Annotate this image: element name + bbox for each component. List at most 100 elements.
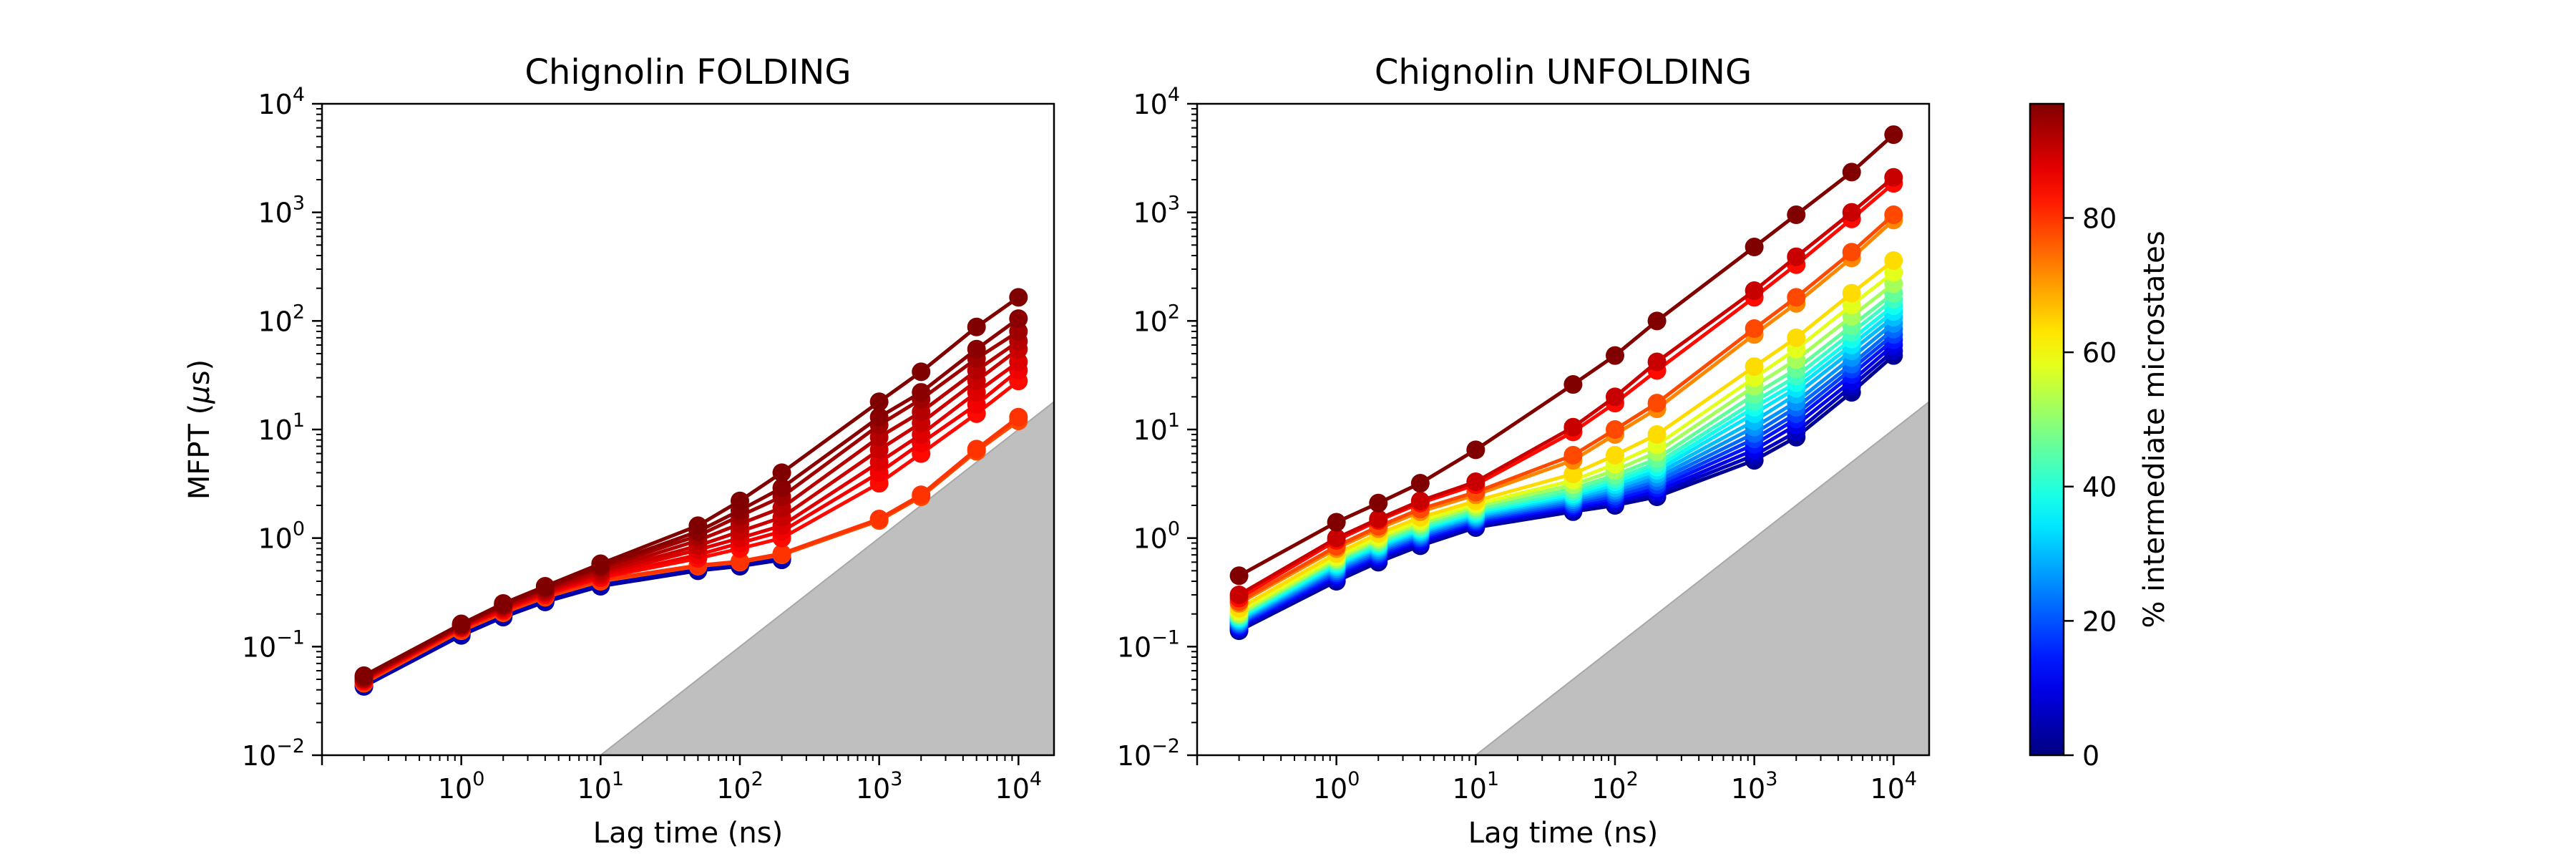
y-tick-label: 104: [258, 84, 305, 120]
data-point: [535, 576, 555, 596]
colorbar-label: % intermediate microstates: [2138, 230, 2171, 628]
series-group: [354, 288, 1028, 696]
data-point: [730, 491, 749, 510]
y-tick-label: 100: [258, 518, 305, 555]
y-tick-label: 103: [1133, 193, 1180, 229]
data-point: [1884, 205, 1903, 225]
colorbar-tick-label: 20: [2082, 606, 2117, 637]
x-tick-label: 102: [716, 768, 763, 805]
x-tick-label: 101: [577, 768, 625, 805]
y-tick-label: 10−1: [242, 626, 305, 663]
y-axis-label: MFPT (μs): [183, 359, 216, 500]
colorbar: 0 20 40 60 80 % intermediate microstates: [2029, 102, 2171, 772]
data-point: [1327, 528, 1346, 548]
data-point: [1605, 346, 1624, 365]
data-point: [1884, 251, 1903, 270]
data-point: [869, 392, 889, 412]
x-axis-label: Lag time (ns): [593, 817, 783, 850]
data-point: [1647, 352, 1667, 372]
x-tick-label: 103: [1731, 768, 1778, 805]
data-point: [772, 463, 791, 482]
colorbar-tick-label: 60: [2082, 337, 2117, 369]
panel-title: Chignolin UNFOLDING: [1375, 52, 1752, 92]
y-tick-label: 101: [258, 409, 305, 446]
data-point: [1605, 387, 1624, 407]
data-point: [1884, 125, 1903, 145]
x-tick-label: 104: [1870, 768, 1918, 805]
data-point: [1009, 352, 1028, 372]
data-point: [1745, 238, 1764, 257]
data-point: [1647, 394, 1667, 413]
x-tick-label: 100: [1313, 768, 1360, 805]
data-point: [1605, 445, 1624, 465]
data-point: [452, 614, 471, 634]
data-point: [869, 407, 889, 427]
data-point: [912, 362, 931, 382]
x-tick-label: 103: [856, 768, 903, 805]
data-point: [1563, 375, 1583, 394]
panel-unfolding: 100 101 102 103 104 10−2 10−1 100 101 102 103 104 Ch…: [1117, 52, 1931, 850]
data-point: [1009, 322, 1028, 341]
data-point: [912, 383, 931, 402]
data-point: [1369, 493, 1388, 513]
x-axis-label: Lag time (ns): [1468, 817, 1658, 850]
data-point: [967, 317, 986, 336]
data-point: [912, 402, 931, 422]
y-tick-label: 10−2: [1117, 735, 1180, 772]
y-tick-label: 102: [258, 301, 305, 337]
data-point: [1787, 205, 1806, 225]
data-point: [1745, 319, 1764, 339]
colorbar-tick-label: 80: [2082, 203, 2117, 234]
colorbar-gradient: [2029, 102, 2065, 757]
y-tick-label: 10−2: [242, 735, 305, 772]
data-point: [1647, 311, 1667, 331]
data-point: [1884, 168, 1903, 187]
data-point: [1229, 566, 1249, 586]
data-point: [1842, 243, 1861, 262]
data-point: [869, 509, 889, 528]
x-tick-label: 104: [995, 768, 1043, 805]
data-point: [1842, 203, 1861, 222]
data-point: [1410, 491, 1430, 510]
data-point: [1563, 445, 1583, 465]
data-point: [1563, 465, 1583, 484]
data-point: [1842, 162, 1861, 182]
data-point: [772, 544, 791, 563]
data-point: [1327, 513, 1346, 532]
data-point: [912, 485, 931, 505]
y-tick-label: 104: [1133, 84, 1180, 120]
data-point: [1466, 440, 1485, 460]
y-tick-label: 103: [258, 193, 305, 229]
data-point: [494, 593, 513, 613]
y-tick-label: 102: [1133, 301, 1180, 337]
data-point: [591, 554, 610, 573]
data-point: [1787, 328, 1806, 347]
panel-folding: 100 101 102 103 104 10−2 10−1 100 101 102 103 104 Ch…: [183, 52, 1055, 850]
data-point: [1410, 474, 1430, 493]
x-tick-label: 100: [438, 768, 485, 805]
data-point: [1787, 288, 1806, 307]
x-tick-label: 101: [1453, 768, 1500, 805]
data-point: [1842, 283, 1861, 303]
data-point: [1009, 407, 1028, 427]
x-tick-label: 102: [1591, 768, 1639, 805]
y-tick-label: 100: [1133, 518, 1180, 555]
data-point: [1009, 309, 1028, 329]
data-point: [730, 552, 749, 571]
data-point: [1745, 357, 1764, 377]
data-point: [1009, 288, 1028, 307]
panel-title: Chignolin FOLDING: [525, 52, 851, 92]
data-point: [1787, 247, 1806, 266]
data-point: [772, 478, 791, 498]
data-point: [1229, 585, 1249, 604]
shaded-region: [1474, 401, 1929, 755]
series-group: [1229, 125, 1903, 641]
y-tick-label: 101: [1133, 409, 1180, 446]
data-point: [967, 440, 986, 459]
data-point: [1369, 509, 1388, 528]
data-point: [967, 339, 986, 359]
data-point: [1647, 424, 1667, 444]
data-point: [354, 666, 374, 685]
data-point: [1466, 472, 1485, 492]
